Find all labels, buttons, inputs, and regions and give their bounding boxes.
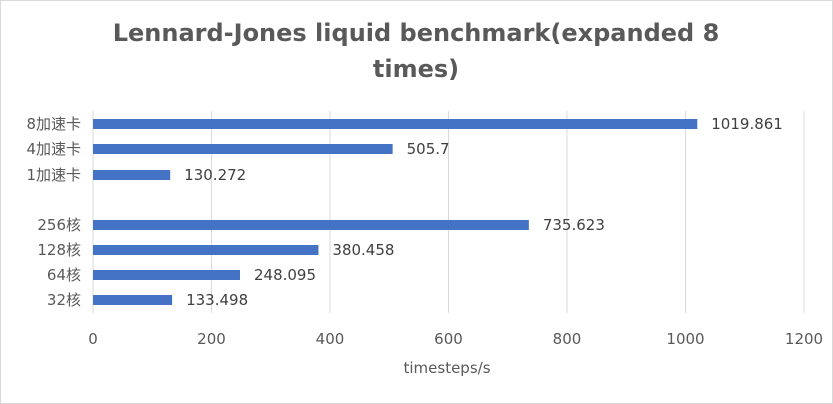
bar <box>93 295 173 305</box>
data-label: 130.272 <box>184 166 246 184</box>
y-category-label: 32核 <box>47 291 81 309</box>
data-label: 1019.861 <box>711 115 783 133</box>
data-label: 505.7 <box>407 140 450 158</box>
y-category-label: 64核 <box>47 266 81 284</box>
x-tick-label: 1200 <box>785 330 823 348</box>
y-category-label: 128核 <box>37 241 81 259</box>
y-category-label: 256核 <box>37 216 81 234</box>
x-axis-title: timesteps/s <box>403 359 490 377</box>
data-label: 133.498 <box>186 291 248 309</box>
bar <box>93 119 698 129</box>
y-category-label: 1加速卡 <box>26 166 81 184</box>
bar <box>93 170 171 180</box>
data-label: 380.458 <box>332 241 394 259</box>
bar <box>93 220 529 230</box>
x-tick-label: 0 <box>88 330 98 348</box>
x-tick-label: 400 <box>316 330 345 348</box>
y-category-label: 8加速卡 <box>26 115 81 133</box>
data-label: 248.095 <box>254 266 316 284</box>
y-category-label: 4加速卡 <box>26 140 81 158</box>
chart-title-line-1: Lennard-Jones liquid benchmark(expanded … <box>113 19 720 47</box>
bar <box>93 245 319 255</box>
x-tick-label: 800 <box>553 330 582 348</box>
x-tick-label: 200 <box>197 330 226 348</box>
x-tick-label: 1000 <box>666 330 704 348</box>
x-tick-label: 600 <box>434 330 463 348</box>
bar <box>93 270 240 280</box>
bar <box>93 144 393 154</box>
data-label: 735.623 <box>543 216 605 234</box>
chart-title-line-2: times) <box>373 55 459 83</box>
chart-title: Lennard-Jones liquid benchmark(expanded … <box>113 19 720 83</box>
